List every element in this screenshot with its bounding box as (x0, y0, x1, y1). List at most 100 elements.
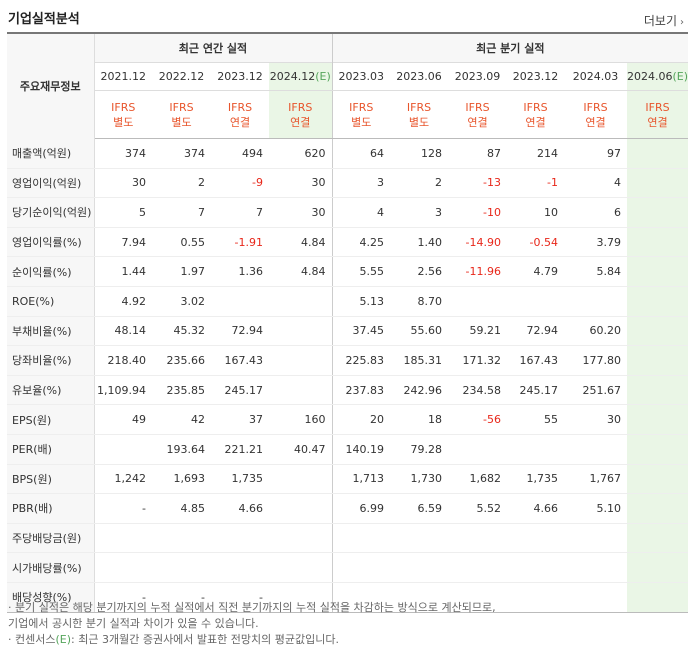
table-cell (269, 286, 332, 317)
table-cell: 97 (564, 138, 627, 169)
table-cell: 128 (390, 138, 448, 169)
type-standard: IFRS (169, 100, 194, 114)
table-cell: -14.90 (448, 226, 507, 258)
table-cell: 30 (269, 197, 332, 228)
table-cell: 30 (94, 168, 152, 199)
row-label: 당기순이익(억원) (7, 197, 95, 228)
table-cell: 5.52 (448, 493, 507, 524)
period-label: 2023.06 (396, 70, 442, 83)
type-standard: IFRS (288, 100, 313, 114)
table-cell: 245.17 (211, 375, 269, 406)
table-cell: 214 (507, 138, 564, 169)
table-row: 배당성향(%) - - - (7, 582, 689, 613)
table-cell: 185.31 (390, 345, 448, 376)
accounting-type-header: IFRS 별도 (94, 90, 152, 139)
table-cell: 42 (152, 404, 211, 435)
table-cell: 177.80 (564, 345, 627, 376)
table-cell (94, 552, 152, 583)
table-cell: -0.54 (507, 226, 564, 258)
accounting-type-header: IFRS 연결 (269, 90, 332, 139)
table-cell: 3 (390, 197, 448, 228)
table-cell: 1,713 (331, 464, 390, 495)
table-cell: 55.60 (390, 315, 448, 347)
table-cell (269, 315, 332, 347)
type-standard: IFRS (645, 100, 670, 114)
table-row: EPS(원) 49 42 37 160 20 18 -56 55 30 (7, 404, 689, 435)
footnote-line: 기업에서 공시한 분기 실적과 차이가 있을 수 있습니다. (8, 617, 259, 630)
table-row: 순이익률(%) 1.44 1.97 1.36 4.84 5.55 2.56 -11.96 4.7… (7, 256, 689, 287)
table-cell (627, 375, 689, 406)
table-cell: 140.19 (331, 434, 390, 465)
table-cell: 4.79 (507, 256, 564, 287)
table-cell: 40.47 (269, 434, 332, 465)
table-cell: 4 (564, 168, 627, 199)
accounting-type-header: IFRS 연결 (627, 90, 689, 139)
table-cell (331, 582, 390, 613)
table-cell (152, 552, 211, 583)
table-cell (152, 522, 211, 554)
table-cell: 49 (94, 404, 152, 435)
earnings-table: 주요재무정보 최근 연간 실적 최근 분기 실적 2021.12 2022.12 2… (7, 32, 689, 613)
consensus-label: · 컨센서스 (8, 633, 56, 646)
table-cell: 18 (390, 404, 448, 435)
table-cell: - (94, 582, 152, 613)
table-cell (390, 552, 448, 583)
more-link[interactable]: 더보기 › (644, 12, 684, 29)
table-cell: 5.55 (331, 256, 390, 287)
table-cell (627, 582, 689, 613)
table-cell: 20 (331, 404, 390, 435)
accounting-type-header: IFRS 연결 (507, 90, 564, 139)
table-cell: 30 (269, 168, 332, 199)
table-row: ROE(%) 4.92 3.02 5.13 8.70 (7, 286, 689, 317)
table-cell: 1.36 (211, 256, 269, 287)
table-cell: 2 (152, 168, 211, 199)
type-basis: 별도 (351, 115, 372, 129)
table-cell: -11.96 (448, 256, 507, 287)
table-cell (627, 256, 689, 287)
row-label: 부채비율(%) (7, 315, 95, 347)
table-cell (627, 138, 689, 169)
type-basis: 연결 (467, 115, 488, 129)
table-cell (507, 286, 564, 317)
table-cell (627, 168, 689, 199)
table-cell: 1,109.94 (94, 375, 152, 406)
row-label: EPS(원) (7, 404, 95, 435)
table-row: PER(배) 193.64 221.21 40.47 140.19 79.28 (7, 434, 689, 465)
table-row: 주당배당금(원) (7, 522, 689, 554)
table-cell (331, 522, 390, 554)
table-cell: 3 (331, 168, 390, 199)
table-body: 매출액(억원) 374 374 494 620 64 128 87 214 97 영업이익(억원) 3… (7, 138, 689, 613)
row-label: PER(배) (7, 434, 95, 465)
type-standard: IFRS (523, 100, 548, 114)
table-cell (269, 552, 332, 583)
table-cell: 6 (564, 197, 627, 228)
table-cell (390, 582, 448, 613)
table-cell (507, 434, 564, 465)
table-cell (448, 582, 507, 613)
table-cell: 1.40 (390, 226, 448, 258)
table-row: 당기순이익(억원) 5 7 7 30 4 3 -10 10 6 (7, 197, 689, 228)
period-header: 2023.12 (507, 62, 564, 91)
quarter-group-header: 최근 분기 실적 (331, 32, 689, 63)
table-cell: 64 (331, 138, 390, 169)
table-cell: 218.40 (94, 345, 152, 376)
table-cell (507, 552, 564, 583)
table-cell: 72.94 (507, 315, 564, 347)
row-label: 영업이익률(%) (7, 226, 95, 258)
footnote-line: · 분기 실적은 해당 분기까지의 누적 실적에서 직전 분기까지의 누적 실적… (8, 601, 496, 614)
table-row: 시가배당률(%) (7, 552, 689, 583)
accounting-type-header: IFRS 연결 (564, 90, 627, 139)
table-cell: 79.28 (390, 434, 448, 465)
table-cell (269, 522, 332, 554)
table-cell: 6.59 (390, 493, 448, 524)
table-cell: 171.32 (448, 345, 507, 376)
table-cell: 1.97 (152, 256, 211, 287)
table-cell (627, 197, 689, 228)
table-cell: -10 (448, 197, 507, 228)
table-cell: 620 (269, 138, 332, 169)
table-cell (269, 345, 332, 376)
estimate-mark: (E) (315, 70, 331, 83)
table-cell: 1,767 (564, 464, 627, 495)
accounting-type-header: IFRS 연결 (211, 90, 269, 139)
table-cell (627, 434, 689, 465)
